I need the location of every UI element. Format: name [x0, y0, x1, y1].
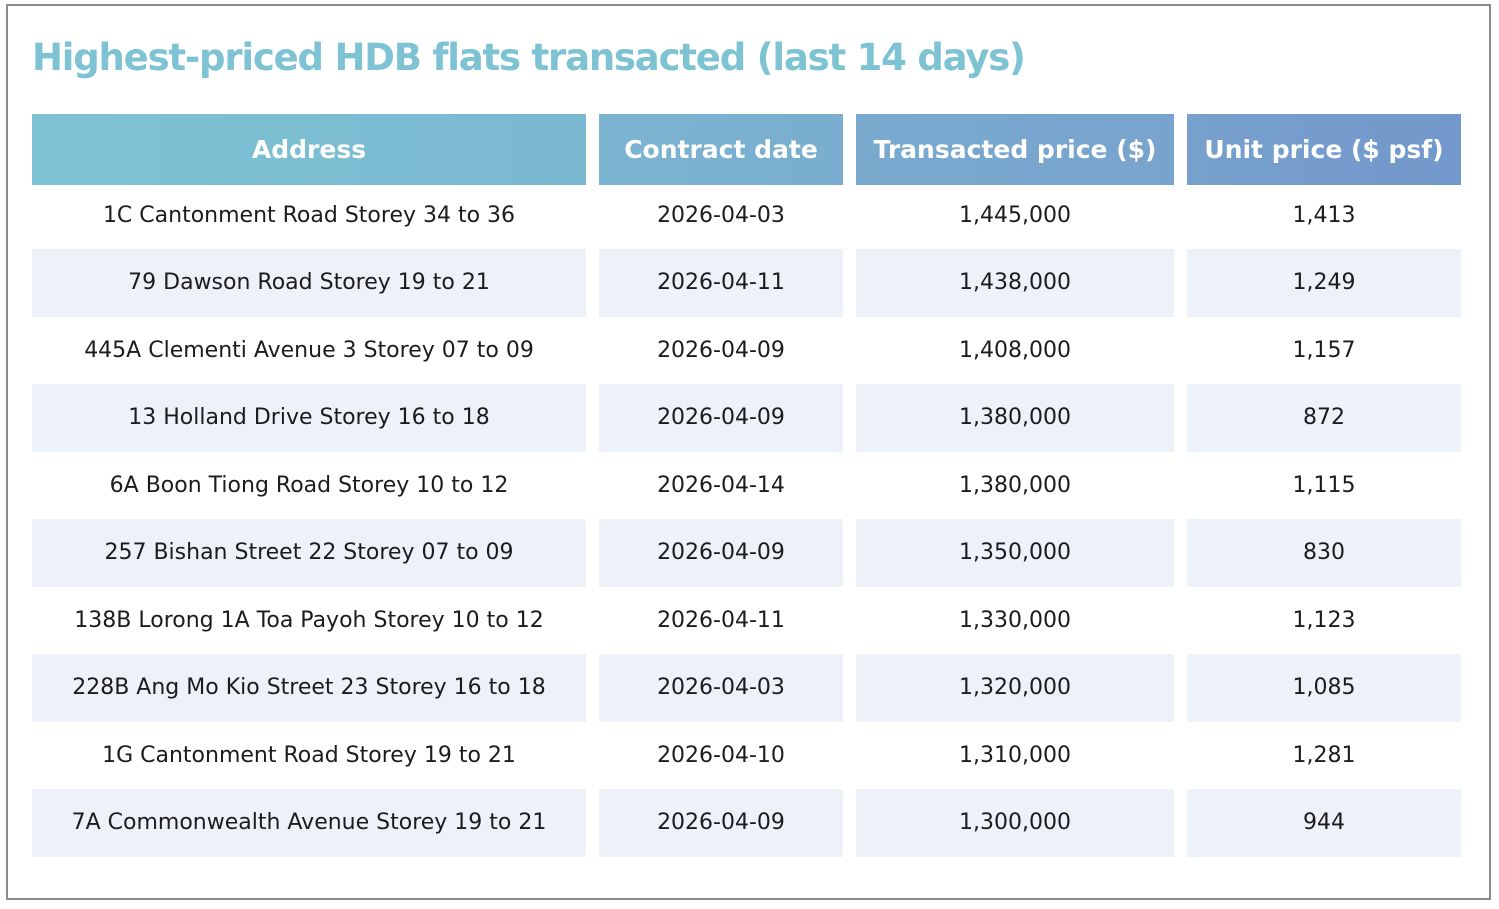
page-title: Highest-priced HDB flats transacted (las…	[32, 36, 1026, 79]
address-cell: 13 Holland Drive Storey 16 to 18	[32, 384, 586, 452]
unit-price-cell: 1,157	[1292, 337, 1356, 363]
unit-price-cell: 1,413	[1292, 202, 1356, 228]
column-header-unit-price: Unit price ($ psf)	[1187, 114, 1461, 185]
unit-price-cell: 1,123	[1292, 607, 1356, 633]
transacted-price-cell: 1,300,000	[856, 789, 1174, 857]
contract-date-cell: 2026-04-09	[599, 519, 843, 587]
transacted-price-cell: 1,350,000	[856, 519, 1174, 587]
address-cell: 228B Ang Mo Kio Street 23 Storey 16 to 1…	[32, 654, 586, 722]
contract-date-cell: 2026-04-11	[599, 249, 843, 317]
contract-date-cell: 2026-04-09	[599, 384, 843, 452]
transacted-price-cell: 1,380,000	[959, 472, 1071, 498]
unit-price-cell: 944	[1187, 789, 1461, 857]
contract-date-cell: 2026-04-03	[657, 202, 785, 228]
address-cell: 1C Cantonment Road Storey 34 to 36	[102, 202, 516, 228]
contract-date-cell: 2026-04-14	[657, 472, 785, 498]
address-cell: 445A Clementi Avenue 3 Storey 07 to 09	[84, 337, 534, 363]
contract-date-cell: 2026-04-11	[657, 607, 785, 633]
transacted-price-cell: 1,320,000	[856, 654, 1174, 722]
transacted-price-cell: 1,330,000	[959, 607, 1071, 633]
unit-price-cell: 872	[1187, 384, 1461, 452]
address-cell: 138B Lorong 1A Toa Payoh Storey 10 to 12	[74, 607, 544, 633]
address-cell: 79 Dawson Road Storey 19 to 21	[32, 249, 586, 317]
unit-price-cell: 1,249	[1187, 249, 1461, 317]
unit-price-cell: 1,085	[1187, 654, 1461, 722]
address-cell: 7A Commonwealth Avenue Storey 19 to 21	[32, 789, 586, 857]
transacted-price-cell: 1,438,000	[856, 249, 1174, 317]
column-header-contract-date: Contract date	[599, 114, 843, 185]
contract-date-cell: 2026-04-09	[599, 789, 843, 857]
transacted-price-cell: 1,408,000	[959, 337, 1071, 363]
unit-price-cell: 1,281	[1292, 742, 1356, 768]
address-cell: 1G Cantonment Road Storey 19 to 21	[102, 742, 516, 768]
column-header-address: Address	[32, 114, 586, 185]
contract-date-cell: 2026-04-03	[599, 654, 843, 722]
transacted-price-cell: 1,445,000	[959, 202, 1071, 228]
transacted-price-cell: 1,380,000	[856, 384, 1174, 452]
address-cell: 257 Bishan Street 22 Storey 07 to 09	[32, 519, 586, 587]
address-cell: 6A Boon Tiong Road Storey 10 to 12	[109, 472, 509, 498]
contract-date-cell: 2026-04-09	[657, 337, 785, 363]
unit-price-cell: 830	[1187, 519, 1461, 587]
column-header-transacted-price: Transacted price ($)	[856, 114, 1174, 185]
contract-date-cell: 2026-04-10	[657, 742, 785, 768]
unit-price-cell: 1,115	[1292, 472, 1356, 498]
transactions-table: Address Contract date Transacted price (…	[32, 114, 1461, 857]
transacted-price-cell: 1,310,000	[959, 742, 1071, 768]
